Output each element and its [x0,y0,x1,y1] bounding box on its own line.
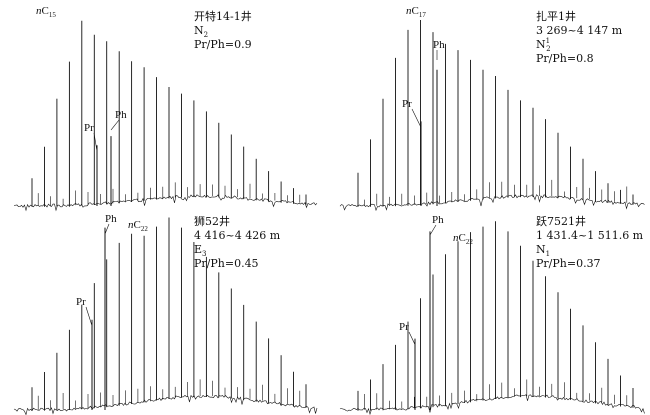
ph-label: Ph [115,109,127,121]
main-alkane-label: nC17 [406,5,426,19]
pr-leader [411,108,422,128]
depth-range: 3 269~4 147 m [536,24,623,37]
pr-leader [85,306,93,326]
depth-range: 1 431.4~1 511.6 m [536,229,644,242]
formation: N1 [536,243,550,258]
formation: N2 [194,24,208,39]
ph-label: Ph [105,213,117,225]
pr-ph-ratio: Pr/Ph=0.45 [194,257,259,270]
well-name: 狮52井 [194,214,230,228]
pr-leader [408,331,416,345]
well-name: 跃7521井 [536,214,586,228]
pr-ph-ratio: Pr/Ph=0.37 [536,257,601,270]
main-alkane-label: nC22 [128,219,148,233]
ph-leader [104,223,110,235]
ph-leader [429,224,437,236]
well-name: 开特14-1井 [194,9,252,23]
well-name: 扎平1井 [536,9,576,23]
baseline-trace [339,194,645,212]
pr-ph-ratio: Pr/Ph=0.9 [194,38,252,51]
pr-label: Pr [84,122,94,134]
pr-label: Pr [76,296,86,308]
baseline-trace [339,394,645,415]
baseline-trace [13,194,318,212]
ph-leader [110,119,120,131]
pr-label: Pr [402,98,412,110]
main-alkane-label: nC22 [453,232,473,246]
pr-label: Pr [399,321,409,333]
depth-range: 4 416~4 426 m [194,229,281,242]
ph-label: Ph [432,214,444,226]
baseline-trace [13,394,318,415]
main-alkane-label: nC15 [36,5,56,19]
pr-leader [93,132,98,152]
pr-ph-ratio: Pr/Ph=0.8 [536,52,594,65]
formation: N1 2 [536,37,551,53]
formation: E3 [194,243,207,258]
ph-label: Ph [433,39,445,51]
